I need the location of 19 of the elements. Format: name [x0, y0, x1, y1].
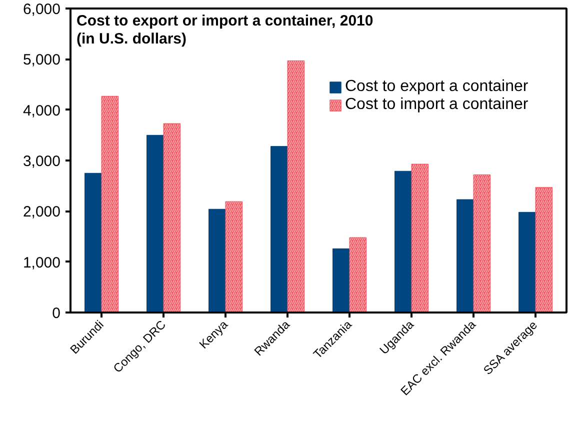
bar [332, 248, 350, 312]
legend-label: Cost to export a container [345, 78, 528, 96]
bar [518, 212, 536, 312]
bar [84, 172, 102, 312]
bar [394, 170, 412, 312]
bar [146, 134, 164, 312]
bar [456, 199, 474, 312]
bar [208, 208, 226, 312]
y-tick-label: 2,000 [22, 204, 61, 221]
bar [270, 146, 288, 312]
y-tick-label: 3,000 [22, 153, 61, 170]
y-tick-label: 6,000 [22, 1, 61, 18]
chart-title: Cost to export or import a container, 2010 [76, 12, 374, 30]
y-tick-label: 4,000 [22, 102, 61, 120]
y-tick-label: 1,000 [22, 254, 61, 272]
legend-label: Cost to import a container [345, 96, 528, 114]
text: (in U.S. dollars) [76, 30, 187, 48]
y-tick-label: 0 [52, 305, 60, 322]
y-tick-label: 5,000 [22, 52, 61, 69]
